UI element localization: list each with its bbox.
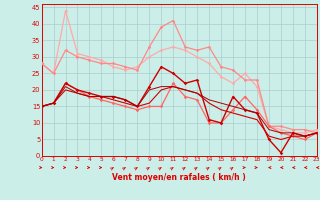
X-axis label: Vent moyen/en rafales ( km/h ): Vent moyen/en rafales ( km/h ) [112, 173, 246, 182]
